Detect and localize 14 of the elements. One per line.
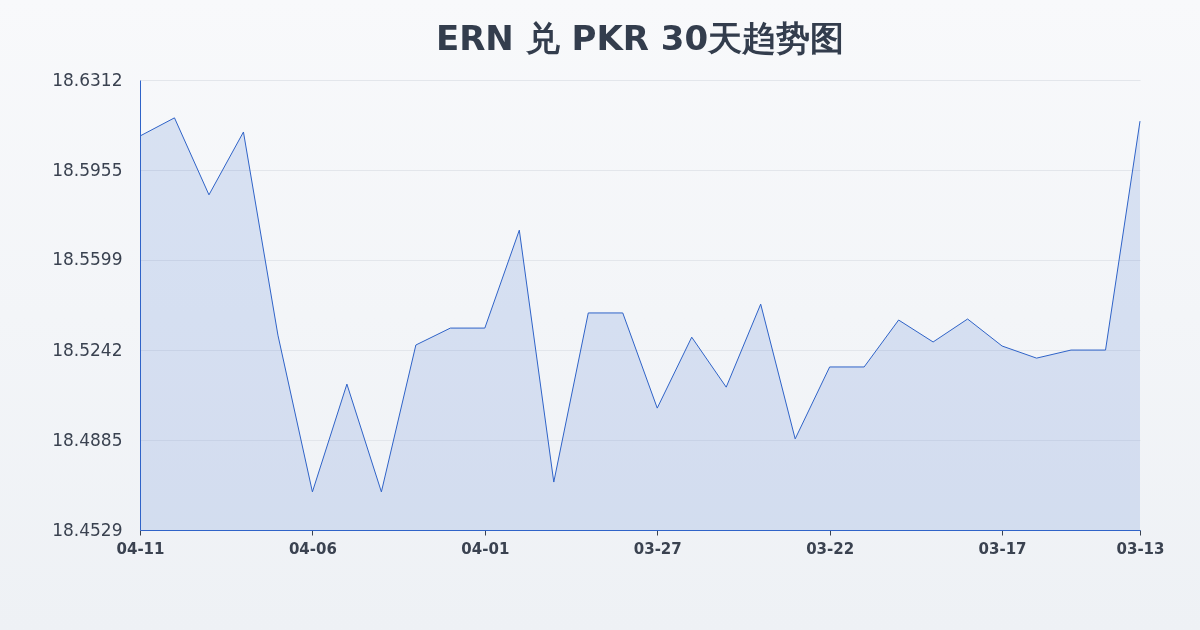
- x-tick-label: 03-13: [1116, 539, 1165, 558]
- x-tick-label: 03-27: [633, 539, 682, 558]
- x-tick-label: 04-06: [288, 539, 337, 558]
- y-tick-label: 18.5599: [52, 249, 123, 270]
- x-tick-label: 04-01: [461, 539, 510, 558]
- x-tick-label: 04-11: [116, 539, 165, 558]
- y-tick-label: 18.4885: [52, 429, 123, 450]
- chart-title: ERN 兑 PKR 30天趋势图: [435, 18, 845, 58]
- y-tick-label: 18.4529: [52, 519, 123, 540]
- x-tick-label: 03-22: [806, 539, 855, 558]
- y-tick-label: 18.5955: [52, 159, 123, 180]
- x-tick-label: 03-17: [978, 539, 1027, 558]
- y-tick-label: 18.5242: [52, 339, 123, 360]
- y-tick-label: 18.6312: [52, 69, 123, 90]
